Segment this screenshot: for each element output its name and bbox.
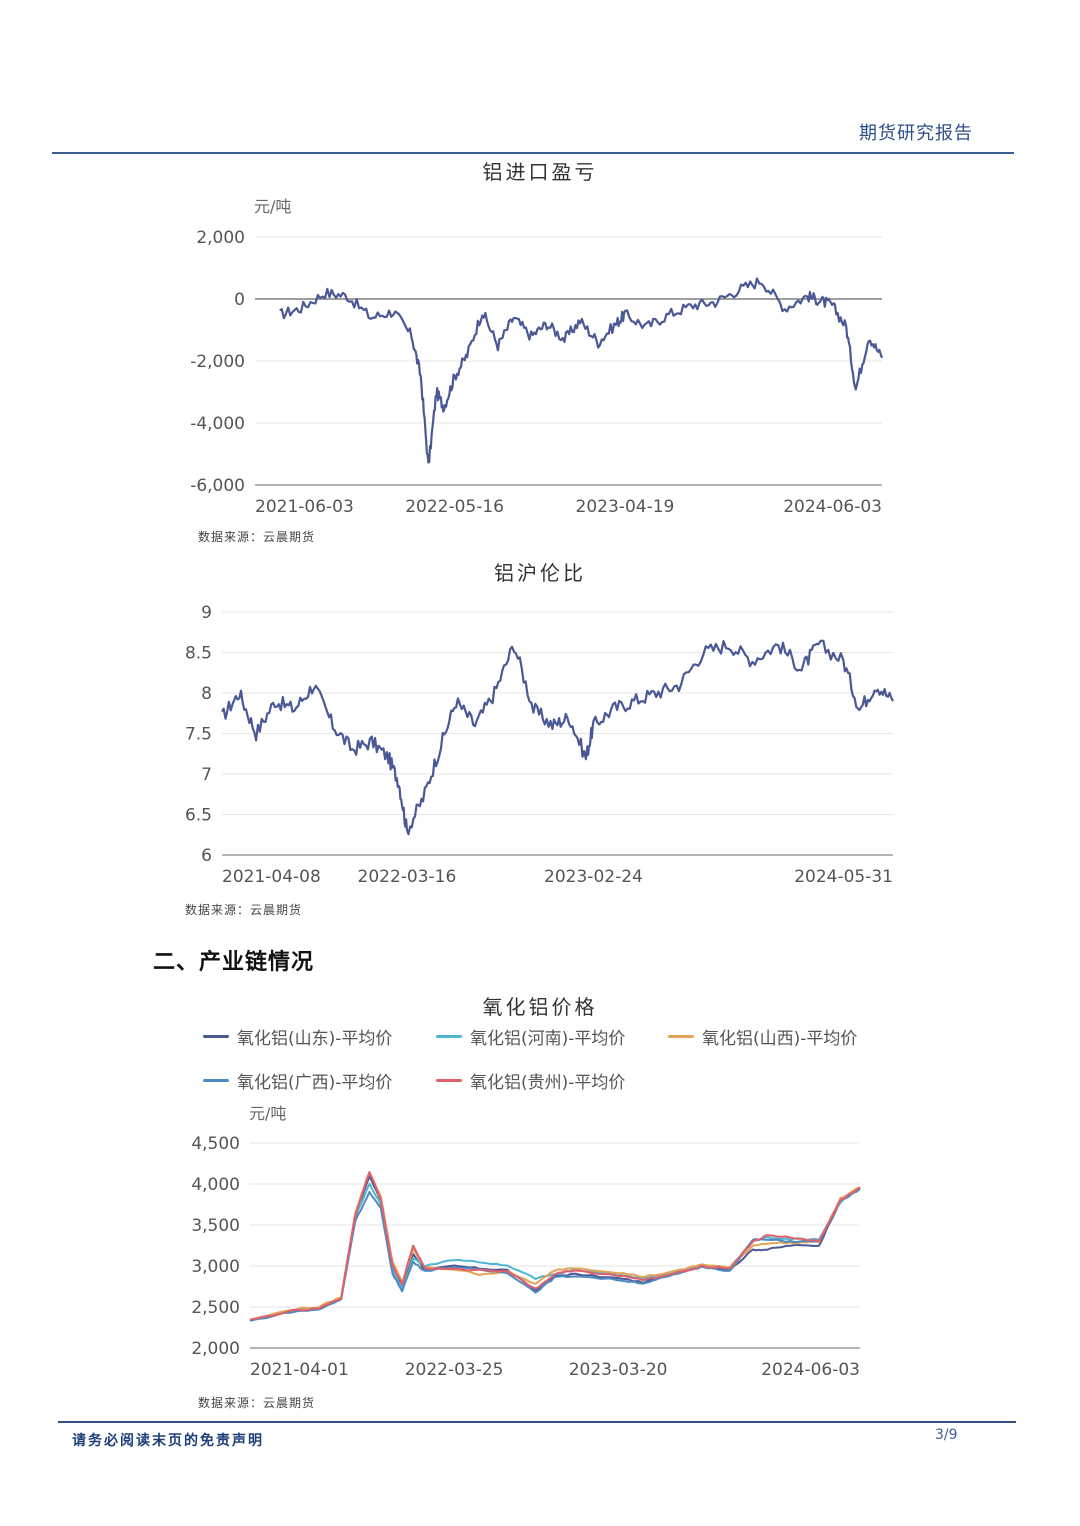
x-tick-label: 2023-02-24 [544, 867, 643, 887]
chart3-source: 数据来源：云晨期货 [198, 1396, 316, 1410]
header-divider [52, 152, 1014, 154]
series-line [249, 1188, 861, 1322]
y-tick-label: 6.5 [185, 806, 212, 826]
y-tick-label: 9 [201, 603, 212, 623]
y-tick-label: 2,000 [196, 228, 245, 248]
x-tick-label: 2022-05-16 [405, 497, 504, 517]
x-tick-label: 2021-04-08 [222, 867, 321, 887]
y-axis-unit-label: 元/吨 [249, 1104, 286, 1123]
y-tick-label: 4,000 [191, 1175, 240, 1195]
legend-label: 氧化铝(山东)-平均价 [237, 1029, 393, 1049]
y-tick-label: 2,500 [191, 1298, 240, 1318]
legend-swatch [436, 1079, 462, 1082]
section-heading: 二、产业链情况 [153, 950, 315, 975]
chart2-source: 数据来源：云晨期货 [185, 903, 303, 917]
y-tick-label: 8.5 [185, 644, 212, 664]
import-profit-chart: 元/吨 2,000 0 -2,000 -4,000 -6,000 2021-06-03 202… [190, 197, 884, 517]
y-axis-unit-label: 元/吨 [254, 197, 291, 216]
y-tick-label: -6,000 [190, 476, 245, 496]
legend-item-guangxi: 氧化铝(广西)-平均价 [203, 1068, 392, 1093]
chart3-title: 氧化铝价格 [482, 995, 598, 1019]
x-tick-label: 2023-03-20 [569, 1360, 668, 1380]
legend-label: 氧化铝(贵州)-平均价 [470, 1073, 626, 1093]
chart1-title: 铝进口盈亏 [482, 160, 598, 184]
legend-item-shanxi: 氧化铝(山西)-平均价 [668, 1024, 857, 1049]
legend-item-guizhou: 氧化铝(贵州)-平均价 [436, 1068, 625, 1093]
legend-label: 氧化铝(河南)-平均价 [470, 1029, 626, 1049]
y-tick-label: -2,000 [190, 352, 245, 372]
y-tick-label: 3,500 [191, 1216, 240, 1236]
y-tick-label: 7 [201, 765, 212, 785]
x-tick-label: 2023-04-19 [576, 497, 675, 517]
legend-label: 氧化铝(广西)-平均价 [237, 1073, 393, 1093]
y-tick-label: 2,000 [191, 1339, 240, 1359]
legend-label: 氧化铝(山西)-平均价 [702, 1029, 858, 1049]
y-tick-label: -4,000 [190, 414, 245, 434]
series-line [249, 1171, 861, 1321]
chart2-title: 铝沪伦比 [494, 561, 586, 585]
y-tick-label: 0 [234, 290, 245, 310]
x-tick-label: 2024-05-31 [794, 867, 893, 887]
legend-swatch [203, 1079, 229, 1082]
legend-item-shandong: 氧化铝(山东)-平均价 [203, 1024, 392, 1049]
series-line [221, 639, 894, 836]
x-tick-label: 2021-04-01 [250, 1360, 349, 1380]
y-tick-label: 7.5 [185, 725, 212, 745]
alumina-price-chart: 元/吨 4,500 4,000 3,500 3,000 2,500 2,000 2021-04… [191, 1104, 861, 1380]
y-tick-label: 6 [201, 846, 212, 866]
shfe-lme-ratio-chart: 9 8.5 8 7.5 7 6.5 6 2021-04-08 2022-03-16 2023-02… [185, 603, 894, 887]
x-tick-label: 2022-03-16 [358, 867, 457, 887]
y-tick-label: 3,000 [191, 1257, 240, 1277]
report-label: 期货研究报告 [859, 123, 973, 144]
series-line [279, 277, 884, 464]
legend-swatch [668, 1035, 694, 1038]
x-tick-label: 2024-06-03 [783, 497, 882, 517]
x-tick-label: 2024-06-03 [761, 1360, 860, 1380]
page-number: 3/9 [935, 1427, 958, 1443]
legend-item-henan: 氧化铝(河南)-平均价 [436, 1024, 625, 1049]
chart1-source: 数据来源：云晨期货 [198, 530, 316, 544]
footer-disclaimer: 请务必阅读末页的免责声明 [72, 1433, 264, 1449]
x-tick-label: 2021-06-03 [255, 497, 354, 517]
x-tick-label: 2022-03-25 [405, 1360, 504, 1380]
legend-swatch [203, 1035, 229, 1038]
y-tick-label: 4,500 [191, 1134, 240, 1154]
footer-divider [58, 1421, 1016, 1423]
y-tick-label: 8 [201, 684, 212, 704]
legend-swatch [436, 1035, 462, 1038]
